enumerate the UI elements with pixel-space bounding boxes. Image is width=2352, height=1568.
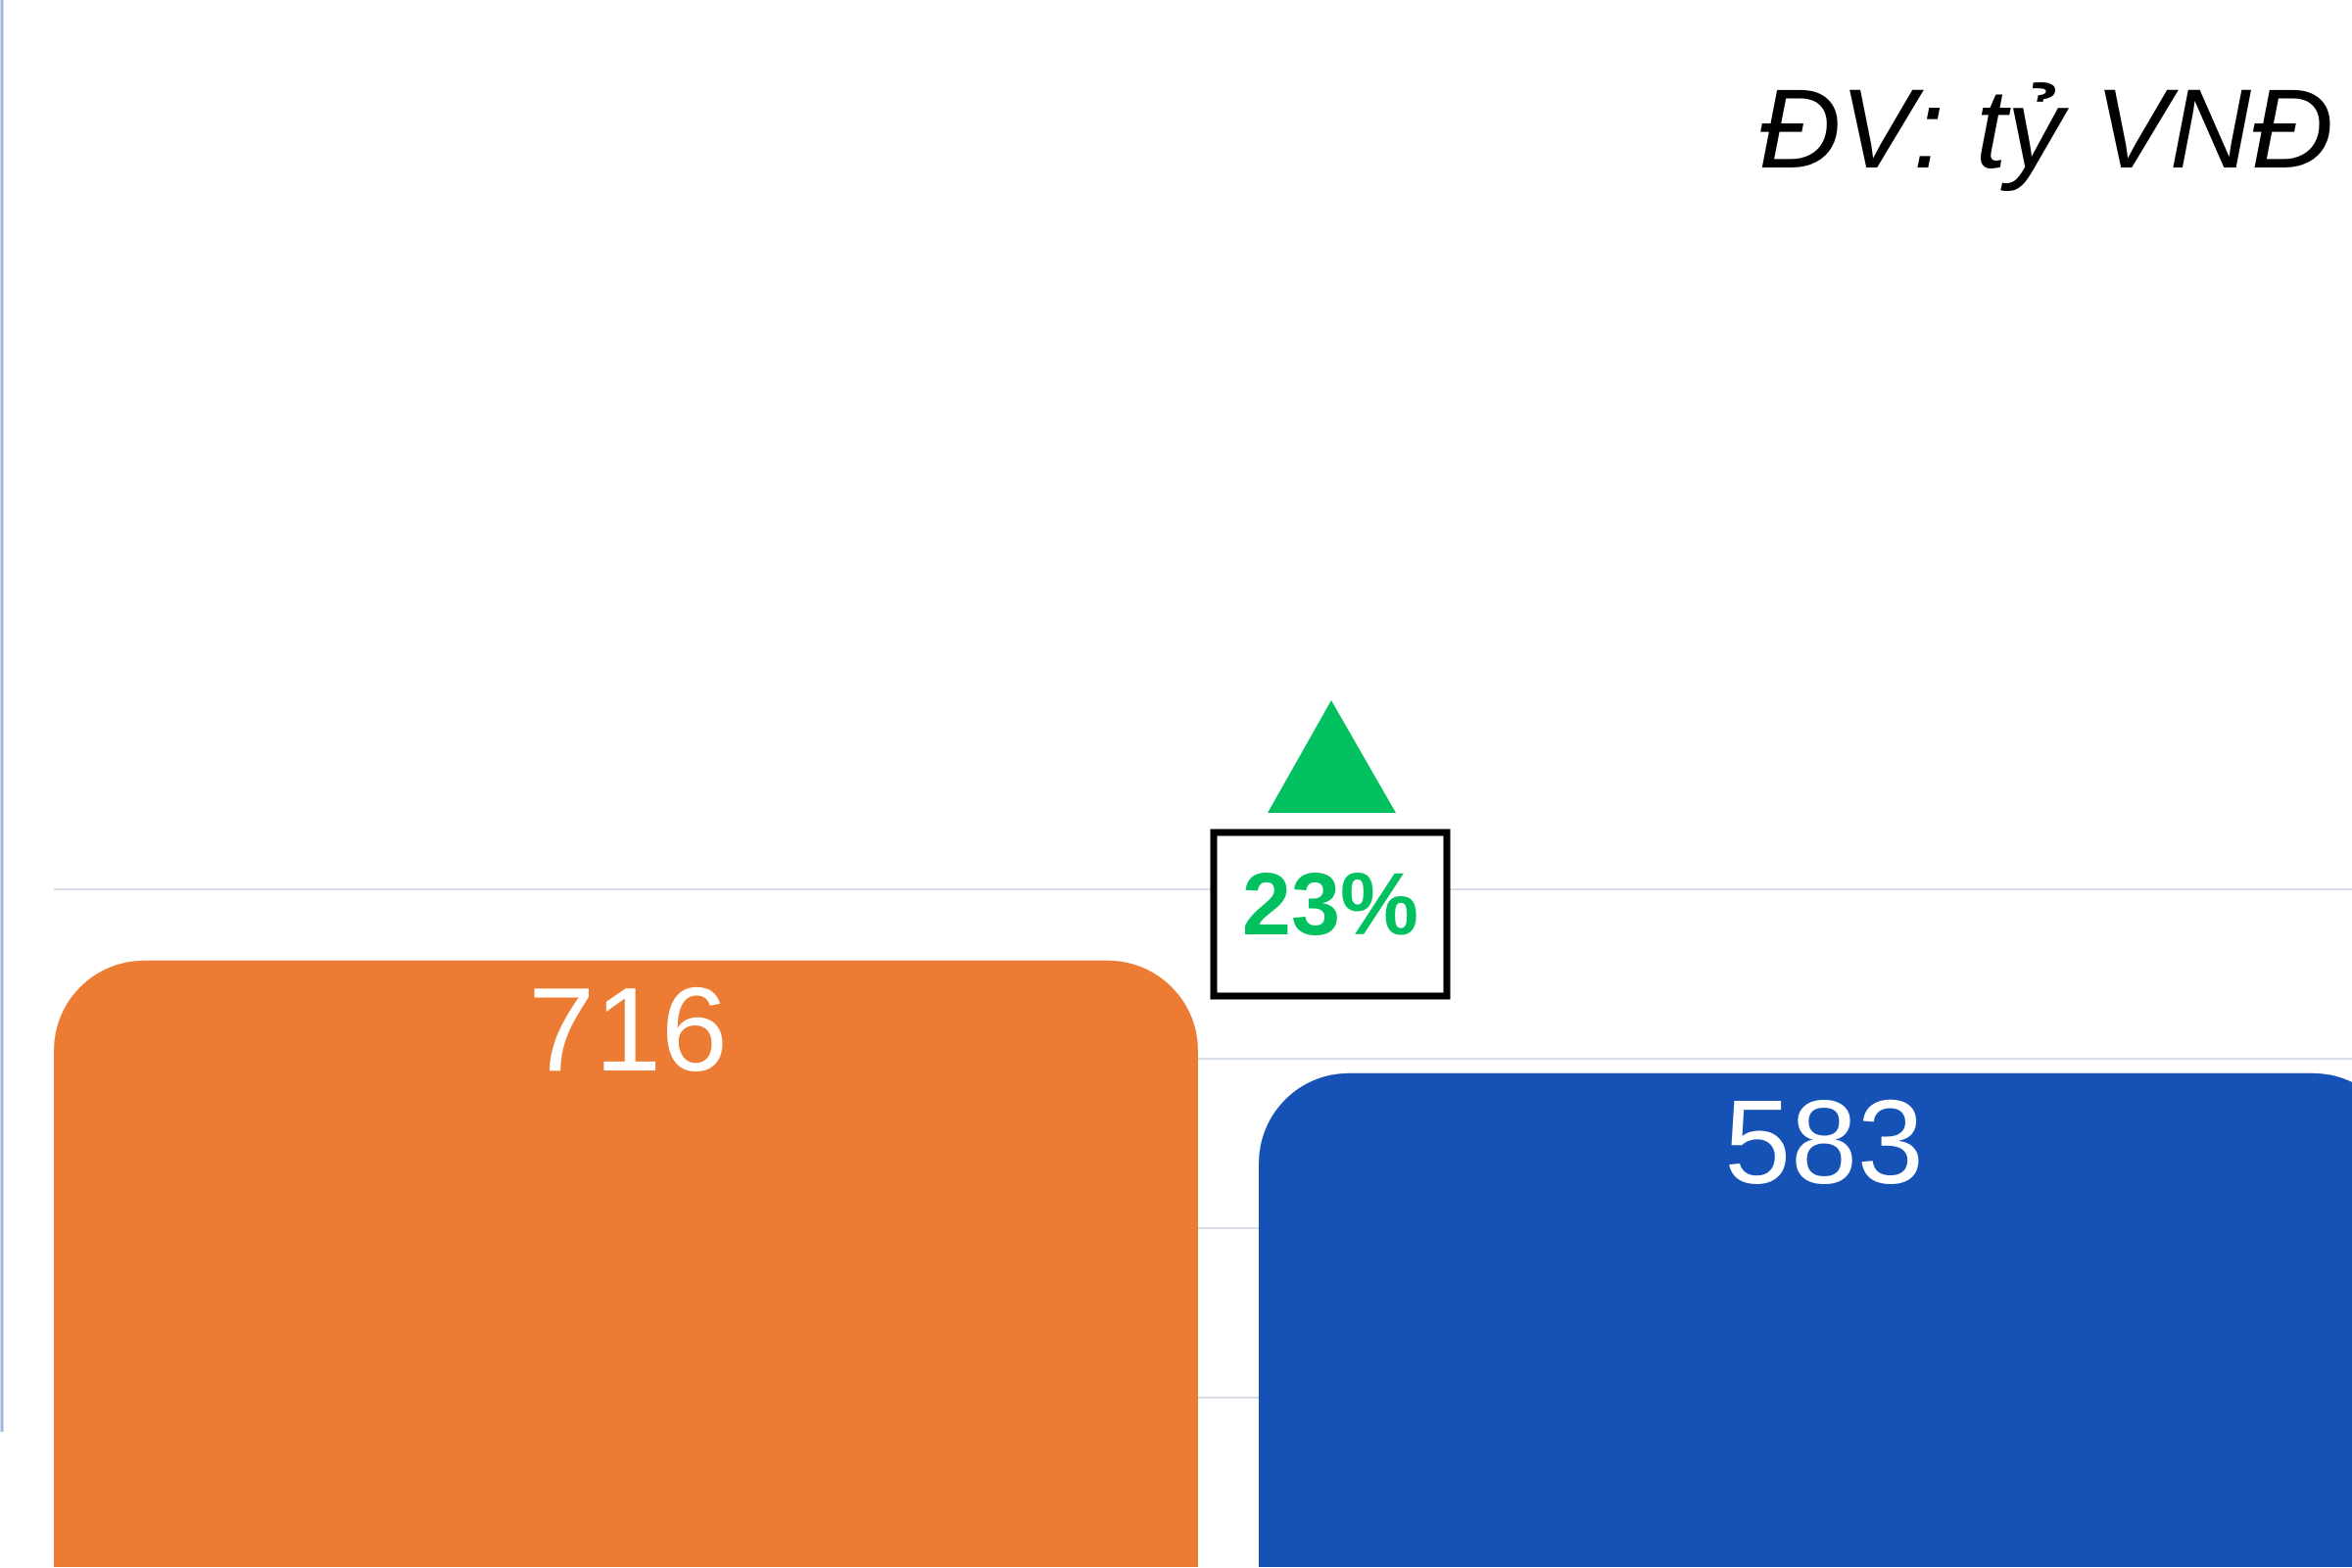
unit-label: ĐV: tỷ VNĐ <box>1758 67 2332 192</box>
change-box <box>1210 829 1451 1000</box>
value-label: 716 <box>528 963 728 1096</box>
change-arrow <box>1268 700 1396 813</box>
bar <box>1259 1072 2352 1567</box>
change-label: 23% <box>1242 856 1418 954</box>
bar <box>54 960 1198 1567</box>
value-label: 583 <box>1724 1075 1924 1209</box>
